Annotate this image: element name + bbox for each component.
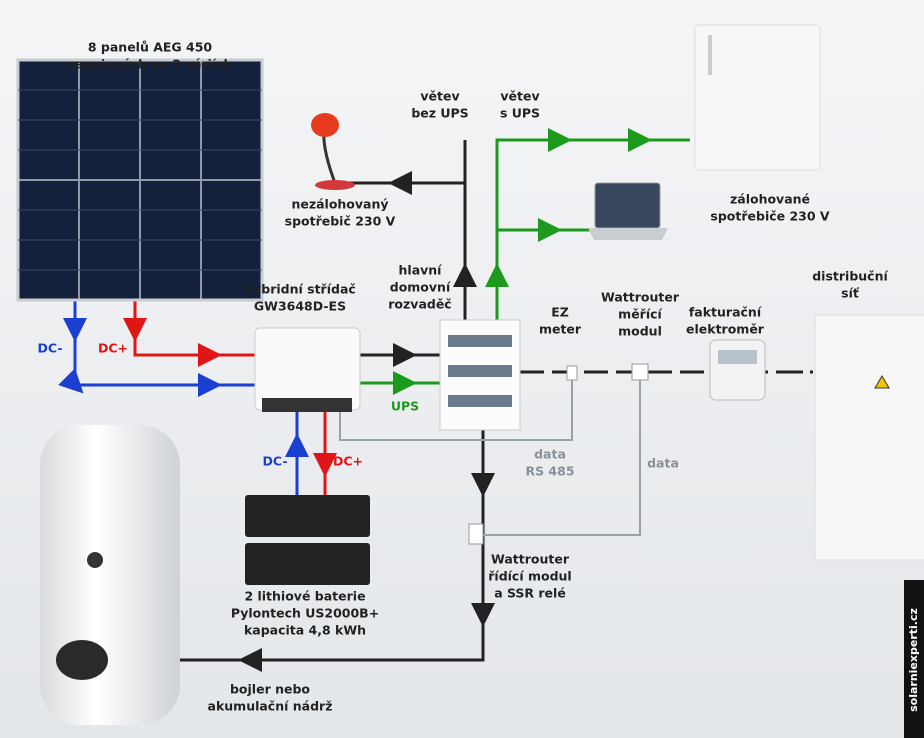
edge-label: data — [647, 456, 679, 471]
battery — [245, 495, 370, 537]
edge-label: data — [534, 447, 566, 462]
node-label: síť — [841, 286, 860, 301]
node-label: větev — [500, 89, 539, 104]
node-label: 2 lithiové baterie — [244, 589, 365, 604]
billing-meter — [709, 339, 766, 401]
edge-label: UPS — [391, 399, 419, 414]
grid-box — [814, 314, 924, 561]
edge-label: DC+ — [333, 454, 363, 469]
devices — [16, 24, 924, 725]
node-label: elektroměr — [686, 322, 765, 337]
node-label: hlavní — [399, 263, 443, 278]
node-label: 8 panelů AEG 450 — [88, 40, 213, 55]
edge-label: RS 485 — [525, 464, 574, 479]
labels: 8 panelů AEG 450 zapojených ve 2 sériích v… — [68, 40, 889, 714]
node-label: bez UPS — [411, 106, 468, 121]
node-label: meter — [539, 322, 582, 337]
node-label: EZ — [551, 305, 569, 320]
node-label: kapacita 4,8 kWh — [244, 623, 366, 638]
node-label: větev — [420, 89, 459, 104]
node-label: řídící modul — [488, 569, 571, 584]
node-label: GW3648D-ES — [254, 299, 346, 314]
node-label: hybridní střídač — [244, 282, 356, 297]
edge-label: DC+ — [98, 341, 128, 356]
node-label: modul — [618, 324, 662, 339]
node-label: rozvaděč — [388, 297, 451, 312]
node-label: a SSR relé — [494, 586, 566, 601]
fridge — [694, 24, 821, 171]
node-label: Wattrouter — [491, 552, 570, 567]
node-label: s UPS — [500, 106, 540, 121]
node-label: fakturační — [689, 305, 762, 320]
edge-label: DC- — [262, 454, 287, 469]
boiler — [40, 425, 180, 725]
node-label: akumulační nádrž — [208, 699, 333, 714]
node-label: bojler nebo — [230, 682, 310, 697]
node-label: zálohované — [730, 192, 810, 207]
lamp — [311, 113, 339, 137]
node-label: zapojených ve 2 sériích — [68, 57, 233, 72]
node-label: Pylontech US2000B+ — [231, 606, 379, 621]
node-label: distribuční — [812, 269, 888, 284]
inverter — [254, 327, 361, 411]
node-label: Wattrouter — [601, 290, 680, 305]
node-label: měřící — [618, 307, 662, 322]
battery — [245, 543, 370, 585]
node-label: nezálohovaný — [291, 197, 388, 212]
edge-label: DC- — [37, 341, 62, 356]
watermark: solarniexperti.cz — [907, 608, 920, 712]
node-label: spotřebič 230 V — [285, 214, 396, 229]
laptop — [594, 182, 661, 229]
node-label: domovní — [390, 280, 451, 295]
node-label: spotřebiče 230 V — [710, 209, 830, 224]
